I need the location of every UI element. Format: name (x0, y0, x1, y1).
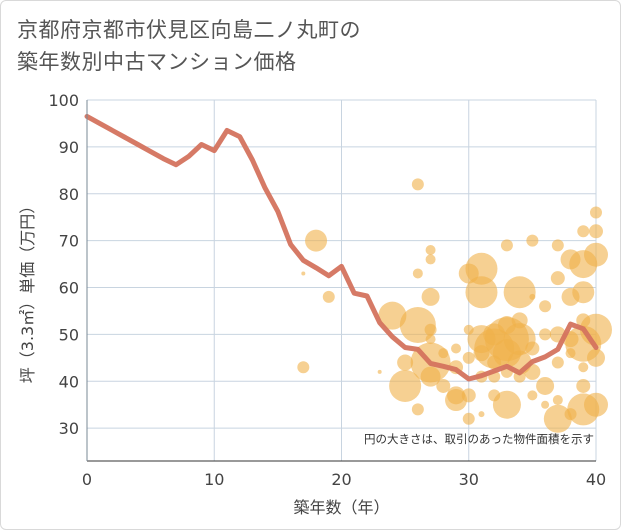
x-axis-title: 築年数（年） (293, 498, 389, 517)
bubble-77 (578, 362, 589, 373)
bubble-59 (536, 376, 555, 395)
y-tick-label-30: 30 (59, 419, 79, 438)
bubble-26 (462, 351, 475, 364)
bubble-18 (420, 366, 441, 387)
axes: 30 40 50 60 70 80 90 100 0 10 20 30 40 (48, 91, 606, 489)
bubble-35 (478, 411, 485, 418)
bubble-58 (539, 328, 552, 341)
bubble-12 (425, 245, 436, 256)
bubble-47 (503, 276, 536, 309)
bubble-7 (397, 354, 414, 371)
y-tick-label-50: 50 (59, 325, 79, 344)
bubble-61 (551, 239, 564, 252)
bubble-5 (378, 301, 407, 330)
average-price-polyline (84, 113, 599, 382)
chart-title: 京都府京都市伏見区向島二ノ丸町の 築年数別中古マンション価格 (17, 14, 607, 78)
bubble-84 (587, 348, 605, 367)
y-axis-title: 坪（3.3㎡）単価（万円） (18, 198, 37, 383)
bubble-6 (389, 369, 422, 402)
x-tick-label-20: 20 (331, 470, 351, 489)
bubble-0 (301, 271, 306, 276)
bubble-15 (424, 323, 437, 336)
bubble-46 (492, 390, 521, 419)
bubble-21 (451, 343, 462, 354)
bubble-66 (543, 404, 572, 433)
bubble-4 (377, 369, 382, 374)
bubble-30 (465, 252, 498, 285)
bubble-41 (500, 239, 513, 252)
bubble-19 (438, 348, 449, 359)
x-tick-label-0: 0 (82, 470, 92, 489)
bubble-78 (576, 378, 591, 393)
bubble-74 (572, 281, 595, 304)
bubble-8 (411, 178, 424, 191)
bubble-1 (297, 361, 310, 374)
bubble-80 (590, 206, 602, 219)
chart-title-line-2: 築年数別中古マンション価格 (17, 50, 297, 74)
bubble-60 (541, 400, 550, 409)
chart-title-line-1: 京都府京都市伏見区向島二ノ丸町の (17, 18, 361, 42)
bubble-62 (550, 271, 565, 286)
y-tick-label-100: 100 (48, 91, 79, 110)
bubble-24 (445, 389, 468, 412)
bubble-52 (526, 234, 539, 247)
bubble-31 (465, 276, 498, 309)
bubble-64 (551, 356, 564, 369)
x-tick-label-10: 10 (204, 470, 224, 489)
y-tick-label-40: 40 (59, 372, 79, 391)
bubble-9 (412, 268, 423, 279)
bubble-82 (584, 242, 608, 267)
y-tick-label-80: 80 (59, 185, 79, 204)
bubble-65 (552, 395, 563, 406)
bubble-72 (577, 225, 590, 238)
bubble-57 (539, 300, 552, 313)
bubble-14 (421, 287, 440, 306)
bubble-54 (525, 341, 540, 356)
bubble-27 (461, 388, 476, 403)
bubble-size-note: 円の大きさは、取引のあった物件面積を示す (364, 432, 594, 446)
x-tick-label-40: 40 (586, 470, 606, 489)
bubble-3 (322, 290, 335, 303)
y-tick-label-70: 70 (59, 232, 79, 251)
bubble-13 (425, 254, 436, 265)
y-tick-label-90: 90 (59, 138, 79, 157)
bubble-20 (436, 378, 451, 393)
average-price-line (84, 113, 599, 382)
bubble-81 (589, 224, 603, 239)
bubble-28 (462, 412, 475, 425)
bubble-16 (425, 334, 436, 345)
transaction-bubbles (297, 178, 612, 433)
y-tick-label-60: 60 (59, 279, 79, 298)
bubble-56 (527, 390, 538, 401)
bubble-53 (529, 293, 536, 300)
x-tick-label-30: 30 (459, 470, 479, 489)
bubble-11 (411, 403, 424, 416)
bubble-85 (584, 392, 608, 417)
bubble-2 (305, 229, 328, 252)
